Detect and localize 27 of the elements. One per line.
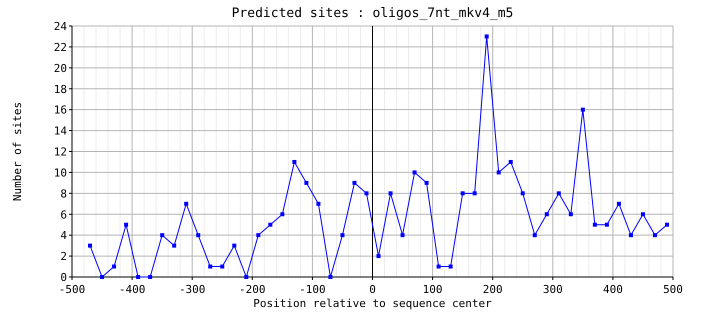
x-tick-label: 300 (542, 283, 563, 296)
y-tick-label: 24 (54, 20, 68, 33)
y-axis-title: Number of sites (11, 102, 24, 202)
x-tick-label: 500 (663, 283, 683, 296)
x-tick-label: -400 (118, 283, 146, 296)
y-tick-label: 12 (54, 146, 67, 158)
y-tick-label: 6 (60, 208, 67, 222)
y-tick-label: 16 (54, 104, 67, 117)
y-tick-label: 22 (54, 40, 67, 54)
chart-title: Predicted sites : oligos_7nt_mkv4_m5 (232, 6, 514, 21)
y-tick-label: 8 (60, 187, 67, 200)
x-tick-label: 100 (422, 283, 443, 296)
y-tick-label: 10 (54, 166, 67, 180)
x-tick-label: 200 (482, 283, 503, 296)
x-tick-label: -500 (58, 283, 86, 296)
x-tick-label: -200 (239, 283, 266, 296)
x-tick-label: -100 (299, 283, 326, 296)
y-tick-label: 18 (54, 82, 67, 96)
y-tick-label: 14 (54, 124, 68, 138)
y-tick-label: 0 (60, 271, 67, 284)
y-tick-label: 20 (54, 62, 67, 75)
y-tick-label: 2 (60, 250, 67, 264)
x-tick-label: -300 (178, 283, 206, 296)
x-tick-label: 0 (369, 283, 376, 296)
y-tick-label: 4 (60, 229, 68, 242)
x-axis-title: Position relative to sequence center (253, 297, 492, 310)
x-tick-label: 400 (602, 283, 623, 296)
